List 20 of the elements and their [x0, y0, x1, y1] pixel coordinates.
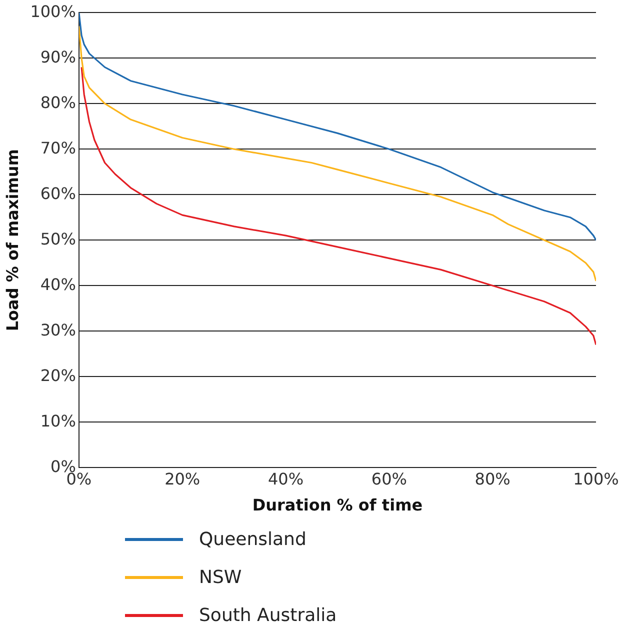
legend-label: NSW	[199, 566, 242, 588]
x-axis-title: Duration % of time	[252, 496, 423, 515]
y-tick-label: 30%	[40, 320, 76, 340]
legend-label: Queensland	[199, 528, 306, 550]
y-tick-label: 60%	[40, 184, 76, 203]
y-tick-label: 100%	[30, 2, 76, 21]
x-tick-label: 40%	[268, 469, 304, 488]
y-tick-label: 70%	[40, 138, 76, 158]
legend-label: South Australia	[199, 604, 337, 626]
x-tick-label: 60%	[371, 469, 407, 488]
y-tick-label: 40%	[40, 274, 76, 294]
y-tick-label: 20%	[40, 366, 76, 385]
y-axis-title: Load % of maximum	[2, 149, 22, 332]
x-tick-label: 20%	[164, 469, 200, 488]
x-tick-label: 100%	[573, 469, 619, 488]
y-tick-label: 10%	[40, 411, 76, 430]
y-tick-label: 80%	[40, 92, 76, 112]
y-tick-label: 90%	[40, 47, 76, 66]
x-tick-label: 80%	[474, 469, 510, 488]
y-tick-label: 50%	[40, 229, 76, 248]
